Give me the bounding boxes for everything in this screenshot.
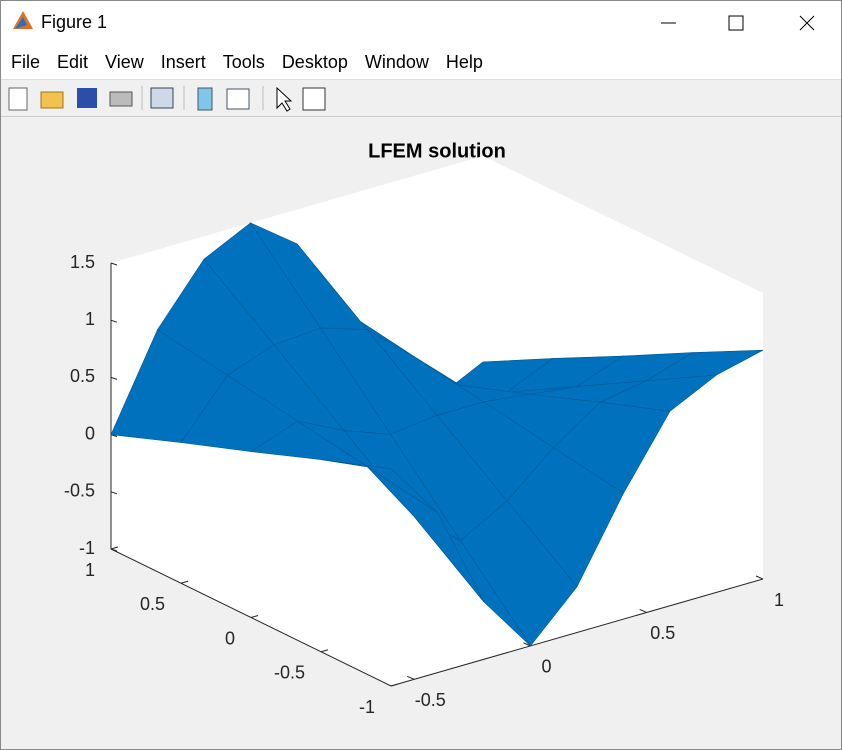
y-tick-label: -0.5 xyxy=(274,663,305,683)
chart: LFEM solution -1 -0.5 0 0.5 1 1.5 -1 -0.5 0 0.5 1 -… xyxy=(64,140,784,717)
y-tick-label: -1 xyxy=(359,697,375,717)
z-tick xyxy=(110,491,118,495)
z-tick xyxy=(110,262,118,266)
open-icon[interactable] xyxy=(40,91,64,109)
window-title: Figure 1 xyxy=(41,12,108,32)
app-icon-part xyxy=(15,17,27,29)
menu-item[interactable]: Help xyxy=(445,51,483,72)
z-tick-label: -1 xyxy=(79,538,95,558)
x-tick-label: 1 xyxy=(774,590,784,610)
y-tick-label: 0 xyxy=(225,628,235,648)
property-icon[interactable] xyxy=(302,87,326,111)
z-tick-label: -0.5 xyxy=(64,481,95,501)
y-tick xyxy=(390,683,399,687)
y-tick-label: 1 xyxy=(85,560,95,580)
y-tick-label: 0.5 xyxy=(140,594,165,614)
menu-item[interactable]: File xyxy=(11,51,41,72)
menu-bar: File Edit View Insert Tools Desktop Window Help xyxy=(1,45,841,80)
y-tick xyxy=(250,615,259,618)
x-tick xyxy=(639,608,647,613)
z-tick-label: 0.5 xyxy=(70,366,95,386)
title-bar: Figure 1 xyxy=(1,1,841,45)
menu-item[interactable]: Tools xyxy=(222,51,265,72)
x-tick xyxy=(407,675,415,680)
x-axis xyxy=(390,578,764,687)
menu-item[interactable]: Edit xyxy=(57,51,89,72)
x-tick-label: -0.5 xyxy=(415,690,446,710)
save-icon[interactable] xyxy=(77,88,97,108)
pointer-icon[interactable] xyxy=(276,86,293,112)
z-tick xyxy=(110,319,118,323)
menu-item[interactable]: Insert xyxy=(160,51,206,72)
title-icons xyxy=(13,11,815,31)
x-tick-label: 0 xyxy=(541,657,551,677)
z-tick xyxy=(110,548,118,552)
menu-item[interactable]: Desktop xyxy=(281,51,348,72)
maximize-button[interactable] xyxy=(728,15,744,31)
z-tick-label: 1 xyxy=(85,309,95,329)
z-tick-label: 0 xyxy=(85,423,95,443)
close-button[interactable] xyxy=(799,15,815,31)
print-icon[interactable] xyxy=(109,91,133,107)
x-tick xyxy=(755,575,764,580)
link-icon[interactable] xyxy=(150,87,174,109)
toolbar-icons xyxy=(8,86,326,112)
chart-title: LFEM solution xyxy=(368,140,506,162)
x-tick-label: 0.5 xyxy=(650,623,675,643)
y-tick xyxy=(320,649,329,653)
menu-item[interactable]: View xyxy=(105,51,144,72)
surface-patch xyxy=(320,459,438,513)
z-tick xyxy=(110,376,118,380)
menu-item[interactable]: Window xyxy=(364,51,429,72)
legend-icon[interactable] xyxy=(226,88,250,110)
y-tick xyxy=(110,546,119,550)
z-tick-label: 1.5 xyxy=(70,252,95,272)
toolbar xyxy=(1,80,841,117)
colorbar-icon[interactable] xyxy=(197,87,213,111)
new-icon[interactable] xyxy=(8,87,28,111)
x-tick xyxy=(523,642,531,647)
y-tick xyxy=(180,580,189,584)
